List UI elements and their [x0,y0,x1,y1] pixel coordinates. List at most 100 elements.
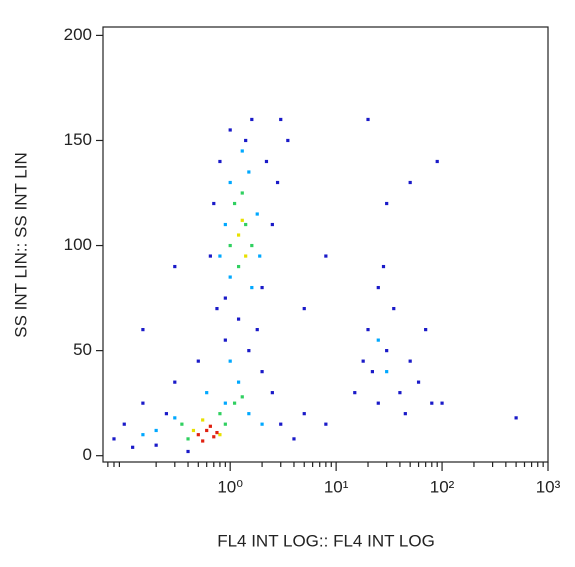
data-point [215,430,219,435]
data-point [112,437,116,441]
data-point [279,117,283,122]
data-point [376,338,380,342]
data-point [250,285,254,290]
data-point [141,401,145,405]
data-point [205,428,209,433]
data-point [201,439,205,443]
data-point [196,359,200,363]
data-point [424,328,428,332]
data-point [244,138,248,143]
data-point [361,359,365,363]
data-point [385,349,389,353]
data-point [366,117,370,122]
data-point [236,317,241,321]
data-point [228,243,232,248]
data-point [180,422,184,426]
data-point [416,380,421,384]
data-point [208,424,212,428]
x-axis-label: FL4 INT LOG:: FL4 INT LOG [217,531,435,550]
data-point [270,222,274,227]
x-tick-label: 10¹ [324,477,349,496]
data-point [435,159,439,164]
data-point [324,254,328,258]
data-point [131,445,135,449]
data-point [186,437,190,441]
data-point [240,218,244,222]
data-point [270,391,274,395]
data-point [250,117,254,122]
data-point [247,170,251,174]
data-point [228,359,232,363]
data-point [392,306,396,311]
data-point [236,233,241,237]
data-point [154,428,158,433]
data-point [228,128,232,132]
data-point [275,180,280,185]
plot-frame [102,26,549,463]
data-point [240,395,244,399]
data-point [381,264,386,269]
data-point [286,138,290,143]
data-point [302,306,306,311]
y-tick-label: 50 [73,340,92,359]
data-point [366,328,370,332]
data-point [141,328,145,332]
data-point [196,433,200,437]
data-point [212,435,216,439]
data-point [122,422,126,426]
data-point [514,416,518,420]
data-point [385,370,389,374]
y-tick-label: 100 [64,235,92,254]
data-point [255,328,259,332]
data-point [228,180,232,185]
data-point [260,422,264,426]
data-point [232,201,237,206]
data-point [236,380,241,384]
data-point [191,428,196,433]
data-point [215,306,219,311]
data-point [247,412,251,416]
data-point [173,264,177,269]
data-point [205,391,209,395]
data-point [223,296,227,300]
data-point [255,212,259,216]
data-point [201,418,205,422]
data-point [173,380,177,384]
data-point [353,391,357,395]
y-axis-label: SS INT LIN:: SS INT LIN [11,152,30,337]
data-point [376,401,380,405]
data-point [223,401,227,405]
data-point [370,370,375,374]
data-point [385,201,389,206]
data-point [279,422,283,426]
y-tick-label: 150 [64,130,92,149]
data-point [186,449,190,454]
data-point [260,370,264,374]
data-point [212,201,216,206]
data-point [260,285,264,290]
data-point [223,338,227,342]
data-point [408,180,412,185]
data-point [218,159,222,164]
data-point [292,437,296,441]
data-point [258,254,262,258]
y-tick-label: 0 [83,445,92,464]
data-point [141,433,145,437]
data-point [228,275,232,279]
data-point [403,412,407,416]
data-point [154,443,158,447]
data-point [250,243,254,248]
data-point [440,401,444,405]
data-point [408,359,412,363]
x-tick-label: 10² [430,477,455,496]
data-point [302,412,306,416]
data-point [223,222,227,227]
data-point [218,254,222,258]
data-point [232,401,237,405]
y-tick-label: 200 [64,25,92,44]
data-point [218,433,222,437]
data-point [244,254,248,258]
x-tick-label: 10⁰ [217,477,243,496]
